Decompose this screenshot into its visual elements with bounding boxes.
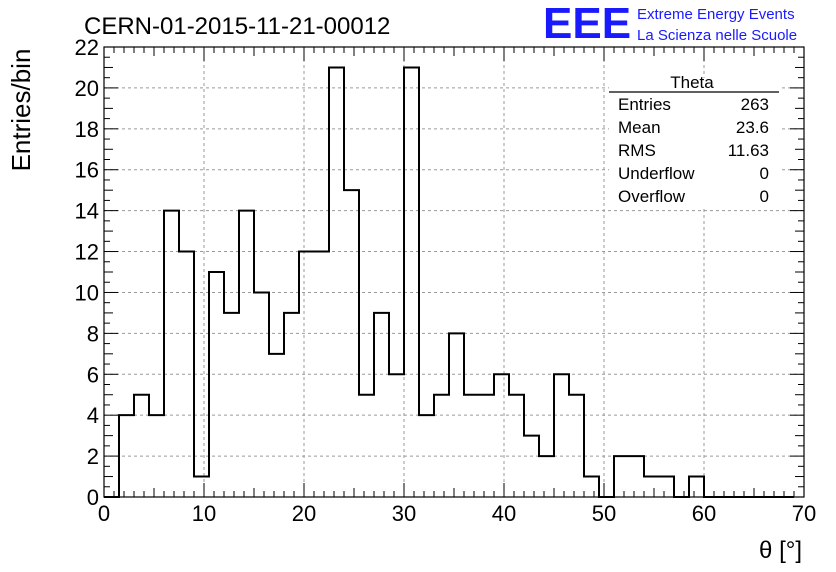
histogram-bin xyxy=(464,395,479,497)
eee-logo: EEE Extreme Energy Events La Scienza nel… xyxy=(543,0,797,48)
stats-label: Underflow xyxy=(618,164,695,183)
y-tick-label: 6 xyxy=(87,362,99,387)
histogram-bin xyxy=(284,313,299,497)
stats-value: 11.63 xyxy=(728,141,769,160)
histogram-bin xyxy=(224,313,239,497)
stats-label: RMS xyxy=(618,141,656,160)
x-tick-label: 30 xyxy=(392,501,416,526)
x-tick-label: 20 xyxy=(292,501,316,526)
histogram-bin xyxy=(614,456,629,497)
x-tick-label: 40 xyxy=(492,501,516,526)
histogram-bin xyxy=(569,395,584,497)
chart-title: CERN-01-2015-11-21-00012 xyxy=(84,13,390,40)
histogram-bin xyxy=(494,374,509,497)
eee-logo-mark: EEE xyxy=(543,0,631,48)
stats-value: 0 xyxy=(760,164,769,183)
stats-value: 0 xyxy=(760,187,769,206)
y-tick-label: 16 xyxy=(75,158,99,183)
histogram-bin xyxy=(164,211,179,497)
tick-labels: 0 10 20 30 40 50 60 70 0 2 4 6 8 10 12 14 16 18 20 22 xyxy=(75,35,817,526)
histogram-bin xyxy=(239,211,254,497)
histogram-bin xyxy=(509,395,524,497)
histogram-bin xyxy=(539,456,554,497)
histogram-bin xyxy=(479,395,494,497)
histogram-bin xyxy=(254,292,269,497)
axis-ticks xyxy=(103,46,805,498)
x-tick-label: 0 xyxy=(98,501,110,526)
stats-value: 263 xyxy=(741,95,769,114)
y-tick-label: 18 xyxy=(75,117,99,142)
histogram-bin xyxy=(134,395,149,497)
histogram-bin xyxy=(389,374,404,497)
histogram-bin xyxy=(209,272,224,497)
histogram-bin xyxy=(149,415,164,497)
stats-label: Overflow xyxy=(618,187,686,206)
histogram-bin xyxy=(434,395,449,497)
histogram-bin xyxy=(554,374,569,497)
histogram-bin xyxy=(194,477,209,497)
histogram-bin xyxy=(629,456,644,497)
histogram-bin xyxy=(644,477,659,497)
histogram-bin xyxy=(179,252,194,497)
histogram-bin xyxy=(524,436,539,497)
histogram-bin xyxy=(584,477,599,497)
stats-box: Theta Entries 263 Mean 23.6 RMS 11.63 Underflo… xyxy=(609,73,779,208)
histogram-bin xyxy=(359,395,374,497)
stats-label: Entries xyxy=(618,95,671,114)
eee-logo-line2: La Scienza nelle Scuole xyxy=(637,27,797,44)
histogram-bin xyxy=(419,415,434,497)
histogram-bin xyxy=(449,333,464,497)
histogram-bin xyxy=(329,67,344,497)
histogram-bars xyxy=(104,66,794,498)
histogram-bin xyxy=(404,67,419,497)
x-tick-label: 70 xyxy=(792,501,816,526)
y-tick-label: 10 xyxy=(75,280,99,305)
histogram-bin xyxy=(344,190,359,497)
y-tick-label: 0 xyxy=(87,485,99,510)
x-tick-label: 50 xyxy=(592,501,616,526)
y-tick-label: 20 xyxy=(75,76,99,101)
y-tick-label: 2 xyxy=(87,444,99,469)
stats-box-background xyxy=(609,78,779,208)
x-tick-label: 60 xyxy=(692,501,716,526)
histogram-bin xyxy=(269,354,284,497)
y-tick-label: 22 xyxy=(75,35,99,60)
stats-rows: Entries 263 Mean 23.6 RMS 11.63 Underflow 0 Over… xyxy=(618,95,769,206)
histogram-bin xyxy=(299,252,314,497)
eee-logo-line1: Extreme Energy Events xyxy=(637,6,795,23)
stats-box-title: Theta xyxy=(670,73,714,92)
histogram-bin xyxy=(689,477,704,497)
x-axis-label: θ [°] xyxy=(759,537,802,564)
stats-value: 23.6 xyxy=(736,118,769,137)
histogram-bin xyxy=(119,415,134,497)
histogram-outline xyxy=(104,66,794,498)
y-tick-label: 14 xyxy=(75,199,99,224)
histogram-bin xyxy=(374,313,389,497)
y-tick-label: 8 xyxy=(87,321,99,346)
histogram-bin xyxy=(659,477,674,497)
y-tick-label: 4 xyxy=(87,403,99,428)
stats-label: Mean xyxy=(618,118,661,137)
x-tick-label: 10 xyxy=(192,501,216,526)
y-tick-label: 12 xyxy=(75,240,99,265)
y-axis-label: Entries/bin xyxy=(6,49,36,172)
